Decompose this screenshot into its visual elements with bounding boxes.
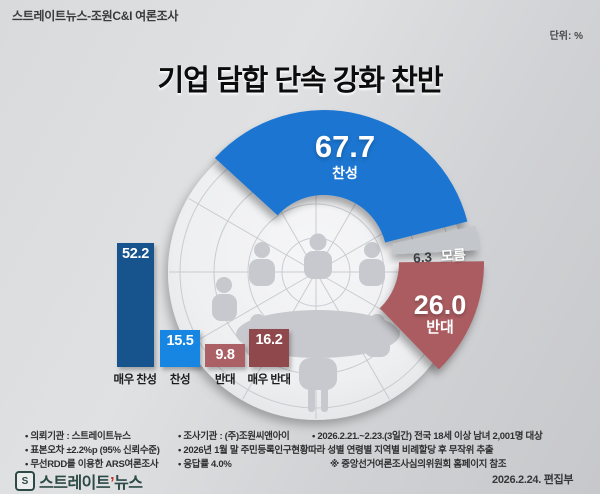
logo-accent-mark: ’ bbox=[110, 475, 115, 492]
bar-agree: 15.5 bbox=[160, 330, 200, 367]
logo-text-part2: 뉴스 bbox=[114, 475, 143, 492]
bar-category-label: 반대 bbox=[214, 374, 236, 386]
agree-caption: 찬성 bbox=[332, 164, 358, 181]
logo-text-part1: 스트레이트 bbox=[39, 475, 111, 492]
bar-strongly-oppose: 16.2 bbox=[249, 329, 289, 367]
footnote-sampling: • 2026년 1월 말 주민등록인구현황따라 성별 연령별 지역별 비례할당 … bbox=[178, 445, 494, 456]
footnote-response-rate: • 응답률 4.0% bbox=[178, 459, 232, 470]
donut-segment-찬성 bbox=[214, 110, 468, 243]
bar-value: 16.2 bbox=[255, 332, 283, 348]
dontknow-caption: 모름 bbox=[440, 247, 467, 264]
footnote-method: • 무선RDD를 이용한 ARS여론조사 bbox=[25, 459, 159, 470]
footnote-reference: ※ 중앙선거여론조사심의위원회 홈페이지 참조 bbox=[330, 459, 507, 470]
dontknow-value: 6.3 bbox=[412, 249, 433, 266]
agree-value: 67.7 bbox=[314, 129, 376, 164]
donut-label-dontknow: 6.3 모름 bbox=[412, 243, 467, 267]
bar-category-label: 찬성 bbox=[169, 374, 191, 386]
date-editor-line: 2026.2.24. 편집부 bbox=[492, 474, 574, 486]
logo-icon: S bbox=[15, 471, 35, 491]
oppose-caption: 반대 bbox=[426, 319, 454, 337]
oppose-value: 26.0 bbox=[413, 290, 467, 320]
publisher-logo: S 스트레이트’뉴스 bbox=[15, 469, 143, 493]
donut-label-agree: 67.7 찬성 bbox=[285, 129, 405, 181]
donut-label-oppose: 26.0 반대 bbox=[392, 291, 488, 336]
bar-category-label: 매우 찬성 bbox=[113, 374, 157, 386]
page-title: 기업 담합 단속 강화 찬반 bbox=[157, 65, 443, 97]
donut-ring bbox=[214, 110, 485, 370]
bar-oppose: 9.8 bbox=[205, 344, 245, 367]
footnote-agency: • 조사기관 : (주)조원씨앤아이 bbox=[178, 431, 290, 442]
bar-value: 15.5 bbox=[166, 333, 194, 349]
footnote-margin: • 표본오차 ±2.2%p (95% 신뢰수준) bbox=[25, 445, 160, 456]
donut-segment-모름 bbox=[392, 225, 479, 255]
bar-strongly-agree: 52.2 bbox=[117, 243, 154, 367]
bar-value: 9.8 bbox=[215, 347, 235, 363]
bar-category-label: 매우 반대 bbox=[247, 374, 291, 386]
bar-value: 52.2 bbox=[121, 246, 150, 262]
logo-text: 스트레이트’뉴스 bbox=[39, 469, 143, 493]
unit-label: 단위: % bbox=[549, 31, 583, 42]
donut-segment-반대 bbox=[379, 261, 485, 370]
footnote-client: • 의뢰기관 : 스트레이트뉴스 bbox=[25, 431, 131, 442]
source-label: 스트레이트뉴스-조원C&I 여론조사 bbox=[12, 9, 179, 23]
footnote-period: • 2026.2.21.~2.23.(3일간) 전국 18세 이상 남녀 2,0… bbox=[312, 431, 543, 442]
